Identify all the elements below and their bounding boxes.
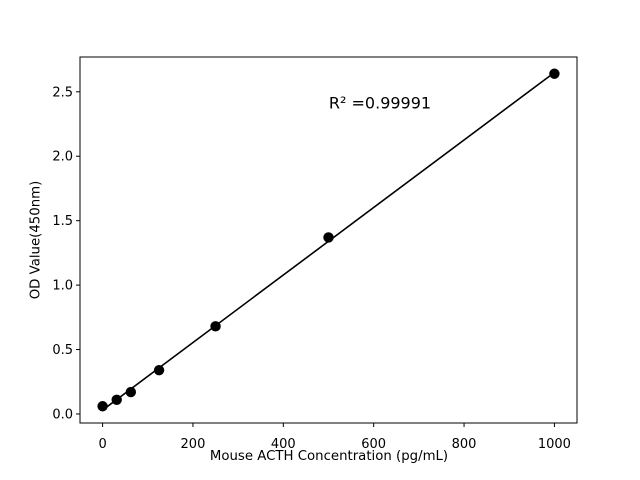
r-squared-annotation: R² =0.99991: [328, 93, 432, 113]
y-tick-label: 2.5: [52, 85, 73, 100]
data-point: [549, 68, 560, 79]
data-point: [210, 321, 221, 332]
x-tick-label: 800: [452, 437, 477, 452]
x-tick-label: 1000: [538, 437, 571, 452]
y-tick-label: 0.0: [52, 407, 73, 422]
plot-border: [79, 56, 578, 424]
y-tick-label: 0.5: [52, 343, 73, 358]
data-point: [153, 364, 165, 376]
data-point: [111, 394, 122, 406]
data-point: [97, 401, 108, 412]
x-axis-label: Mouse ACTH Concentration (pg/mL): [209, 449, 449, 464]
x-tick-label: 0: [98, 437, 106, 452]
y-tick-label: 2.0: [52, 150, 73, 165]
x-tick-label: 600: [361, 437, 386, 452]
data-point: [125, 386, 137, 398]
y-axis-label: OD Value(450nm): [28, 180, 44, 300]
x-tick-label: 400: [271, 437, 296, 452]
y-tick-label: 1.5: [52, 214, 73, 229]
x-tick-label: 200: [181, 437, 206, 452]
data-point: [323, 232, 334, 243]
y-tick-label: 1.0: [52, 279, 73, 294]
